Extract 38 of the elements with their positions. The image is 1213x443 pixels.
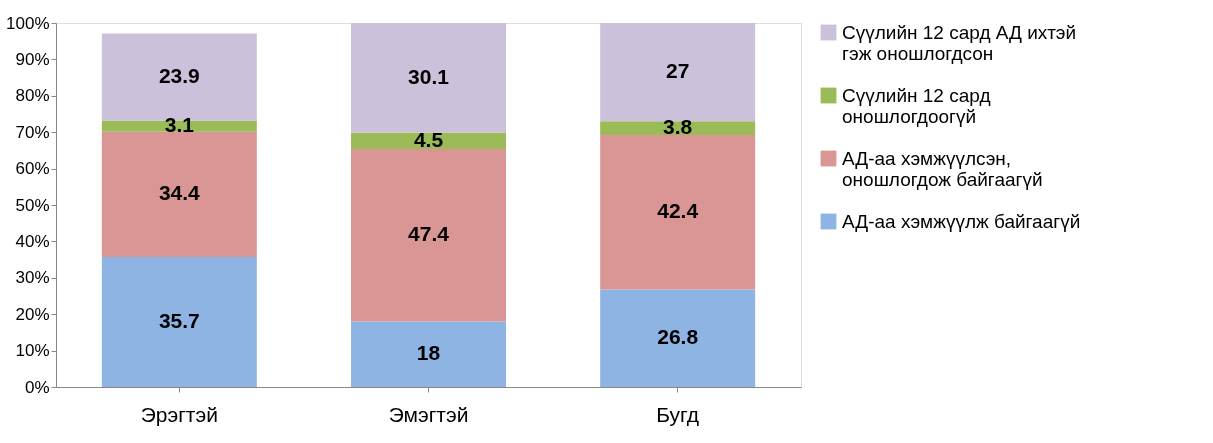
data-label: 4.5 bbox=[413, 127, 444, 151]
data-label: 34.4 bbox=[158, 181, 201, 205]
y-tick-label: 0% bbox=[24, 377, 50, 397]
y-tick-label: 70% bbox=[15, 122, 50, 142]
y-tick-label: 40% bbox=[15, 231, 50, 251]
y-tick-label: 100% bbox=[6, 13, 50, 33]
data-label: 3.8 bbox=[663, 115, 693, 139]
data-label: 26.8 bbox=[657, 325, 699, 349]
bar bbox=[600, 23, 756, 122]
bar bbox=[351, 321, 506, 387]
y-tick-label: 20% bbox=[15, 304, 50, 324]
x-tick-label: Эмэгтэй bbox=[388, 402, 469, 426]
y-tick-label: 50% bbox=[15, 195, 50, 215]
bar bbox=[600, 121, 756, 136]
y-tick-label: 80% bbox=[15, 86, 50, 106]
y-tick-label: 30% bbox=[15, 268, 50, 288]
legend-label: АД-аа хэмжүүлсэн, оношлогдож байгаагүй bbox=[842, 147, 1043, 190]
bar bbox=[600, 135, 756, 290]
x-tick-label: Бугд bbox=[656, 402, 700, 426]
y-tick-label: 60% bbox=[15, 159, 50, 179]
legend-label: Сүүлийн 12 сард АД ихтэй гэж оношлогдсон bbox=[842, 21, 1077, 64]
bar bbox=[101, 257, 257, 387]
y-tick-label: 90% bbox=[15, 49, 50, 69]
bar bbox=[600, 289, 756, 387]
data-label: 27 bbox=[665, 59, 690, 83]
data-label: 35.7 bbox=[158, 309, 200, 333]
data-label: 47.4 bbox=[408, 222, 450, 246]
legend-label: АД-аа хэмжүүлж байгаагүй bbox=[842, 210, 1081, 232]
data-label: 18 bbox=[416, 341, 441, 365]
data-label: 23.9 bbox=[158, 64, 200, 88]
y-tick-label: 10% bbox=[15, 341, 50, 361]
data-label: 30.1 bbox=[408, 64, 450, 88]
legend-label: Сүүлийн 12 сард оношлогдоогүй bbox=[842, 84, 991, 127]
x-tick-label: Эрэгтэй bbox=[140, 402, 218, 426]
bar bbox=[351, 148, 506, 322]
bar bbox=[351, 23, 506, 133]
bar bbox=[101, 131, 257, 258]
data-label: 42.4 bbox=[657, 199, 699, 223]
